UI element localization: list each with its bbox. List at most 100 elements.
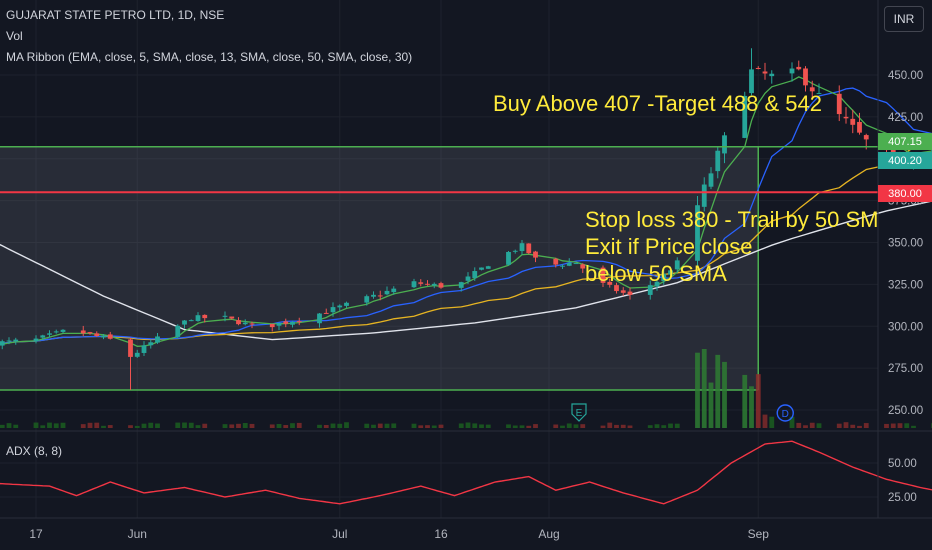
volume-bar [438, 424, 444, 428]
volume-bar [33, 422, 39, 428]
volume-bar [701, 348, 707, 428]
candle-up [742, 95, 748, 138]
adx-tick-label: 50.00 [888, 458, 917, 470]
volume-bar [573, 424, 579, 428]
candle-up [668, 270, 673, 275]
volume-bar [647, 425, 653, 428]
volume-bar [323, 424, 329, 428]
candle-up [47, 333, 52, 335]
volume-bar [13, 424, 19, 428]
volume-bar [236, 423, 241, 428]
candle-down [803, 68, 808, 86]
candle-up [479, 267, 484, 270]
volume-bar [175, 422, 181, 428]
volume-bar [620, 424, 626, 428]
volume-bar [222, 424, 228, 428]
volume-bar [229, 424, 235, 428]
price-tick-label: 325.00 [888, 279, 923, 291]
candle-up [384, 290, 390, 295]
volume-bar [600, 425, 606, 428]
volume-bar [850, 424, 856, 428]
candle-up [148, 342, 154, 346]
stop-annotation-line-2: Exit if Price close [585, 234, 753, 259]
volume-bar [148, 422, 154, 428]
price-tick-label: 350.00 [888, 238, 923, 250]
candle-up [195, 315, 201, 322]
candle-down [269, 323, 275, 328]
volume-bar [0, 424, 5, 428]
adx-label: ADX (8, 8) [6, 444, 63, 458]
stop-price-tag: 380.00 [878, 185, 932, 202]
volume-bar [512, 425, 518, 428]
candle-down [80, 330, 86, 334]
volume-bar [296, 422, 302, 428]
candle-up [674, 260, 680, 270]
candle-down [425, 283, 430, 285]
volume-bar [857, 425, 862, 428]
volume-bar [47, 422, 52, 428]
candle-down [87, 332, 93, 334]
volume-bar [553, 424, 559, 428]
volume-bar [749, 386, 754, 428]
candle-up [789, 68, 795, 74]
price-levels [0, 146, 878, 194]
volume-bar [330, 423, 336, 428]
candle-down [850, 118, 856, 125]
volume-bar [242, 422, 248, 428]
candle-down [836, 93, 842, 115]
candle-down [553, 258, 559, 265]
volume-bar [465, 422, 471, 428]
candle-down [107, 334, 113, 339]
volume-bar [607, 422, 613, 428]
candle-down [627, 291, 633, 295]
candle-up [519, 243, 525, 252]
candle-down [418, 282, 424, 284]
volume-bar [425, 425, 430, 428]
candle-down [526, 243, 532, 254]
candle-up [222, 315, 228, 317]
volume-bar [816, 423, 822, 428]
volume-bar [431, 425, 437, 428]
volume-bar [80, 424, 86, 428]
candle-down [890, 147, 896, 154]
candle-down [128, 339, 133, 357]
adx-line [0, 440, 932, 505]
volume-bar [762, 414, 768, 428]
candle-up [701, 184, 707, 207]
stop-annotation-line-1: Stop loss 380 - Trail by 50 SMA [585, 207, 878, 232]
candle-up [472, 271, 478, 279]
candle-up [53, 331, 59, 333]
candle-up [485, 266, 491, 269]
ma-ribbon-label: MA Ribbon (EMA, close, 5, SMA, close, 13… [6, 50, 413, 64]
volume-bar [344, 422, 349, 428]
candle-up [290, 321, 295, 325]
candle-down [202, 314, 208, 319]
volume-bar [661, 425, 667, 428]
earnings-marker-label: E [576, 408, 583, 419]
candle-up [134, 352, 140, 357]
volume-bar [742, 374, 748, 428]
candle-down [229, 316, 235, 319]
volume-bar [533, 424, 538, 428]
candle-down [762, 71, 768, 74]
volume-bar [809, 422, 815, 428]
candle-up [566, 262, 572, 266]
currency-button[interactable]: INR [884, 6, 924, 32]
volume-bar [755, 374, 761, 428]
earnings-marker [571, 403, 587, 422]
candle-up [337, 305, 343, 308]
candle-up [330, 307, 336, 313]
stop-annotation-block: Stop loss 380 - Trail by 50 SMA Exit if … [585, 207, 878, 287]
price-tick-label: 450.00 [888, 70, 923, 82]
candle-down [323, 312, 329, 314]
volume-bar [195, 425, 201, 428]
time-tick-label: Aug [538, 527, 559, 541]
candle-down [438, 283, 444, 288]
volume-bar [249, 423, 255, 428]
volume-bar [472, 423, 478, 428]
volume-bar [377, 423, 383, 428]
candle-up [816, 93, 822, 95]
volume-bar [506, 424, 511, 428]
volume-bar [391, 423, 397, 428]
